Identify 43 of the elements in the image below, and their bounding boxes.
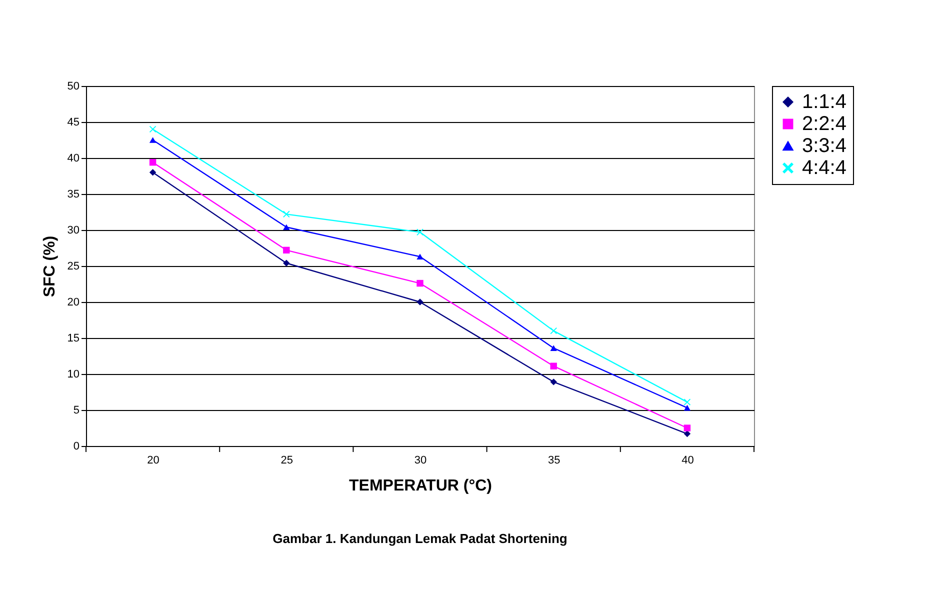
- legend-label: 3:3:4: [802, 135, 846, 157]
- x-tick-label: 30: [414, 454, 427, 466]
- text: Gambar 1. Kandungan Lemak Padat Shortening: [272, 531, 568, 546]
- y-axis-title: SFC (%): [41, 236, 58, 298]
- point: [283, 224, 290, 230]
- point: [684, 398, 691, 406]
- point: [550, 345, 557, 351]
- y-tick-label: 10: [67, 368, 80, 380]
- y-tick-label: 45: [67, 116, 80, 128]
- y-tick-label: 5: [73, 404, 80, 416]
- point: [149, 137, 156, 143]
- x-tick-label: 20: [147, 454, 160, 466]
- point: [416, 228, 424, 236]
- point: [149, 169, 156, 176]
- point: [283, 260, 290, 266]
- y-tick-label: 20: [67, 296, 80, 308]
- y-tick-label: 35: [67, 188, 80, 200]
- legend-label: 2:2:4: [802, 113, 846, 135]
- point: [149, 126, 156, 133]
- y-tick-label: 15: [67, 332, 80, 344]
- x-axis-title: TEMPERATUR (°C): [349, 478, 492, 494]
- point: [684, 424, 691, 432]
- y-tick-label: 30: [67, 224, 80, 236]
- legend-label: 1:1:4: [802, 91, 846, 113]
- point: [416, 280, 424, 287]
- x-tick-label: 40: [682, 454, 694, 466]
- y-tick-label: 0: [73, 440, 80, 452]
- x-tick-label: 25: [280, 454, 294, 466]
- point: [684, 404, 691, 411]
- point: [550, 378, 557, 386]
- legend-label: 4:4:4: [802, 157, 846, 179]
- point: [416, 298, 424, 306]
- point: [550, 327, 557, 334]
- point: [550, 362, 557, 370]
- y-tick-label: 50: [67, 80, 80, 92]
- y-tick-label: 25: [67, 260, 80, 272]
- x-tick-label: 35: [548, 454, 560, 466]
- point: [283, 210, 290, 218]
- point: [283, 246, 290, 254]
- y-tick-label: 40: [67, 152, 80, 164]
- point: [684, 430, 691, 438]
- point: [416, 254, 424, 260]
- point: [149, 158, 156, 166]
